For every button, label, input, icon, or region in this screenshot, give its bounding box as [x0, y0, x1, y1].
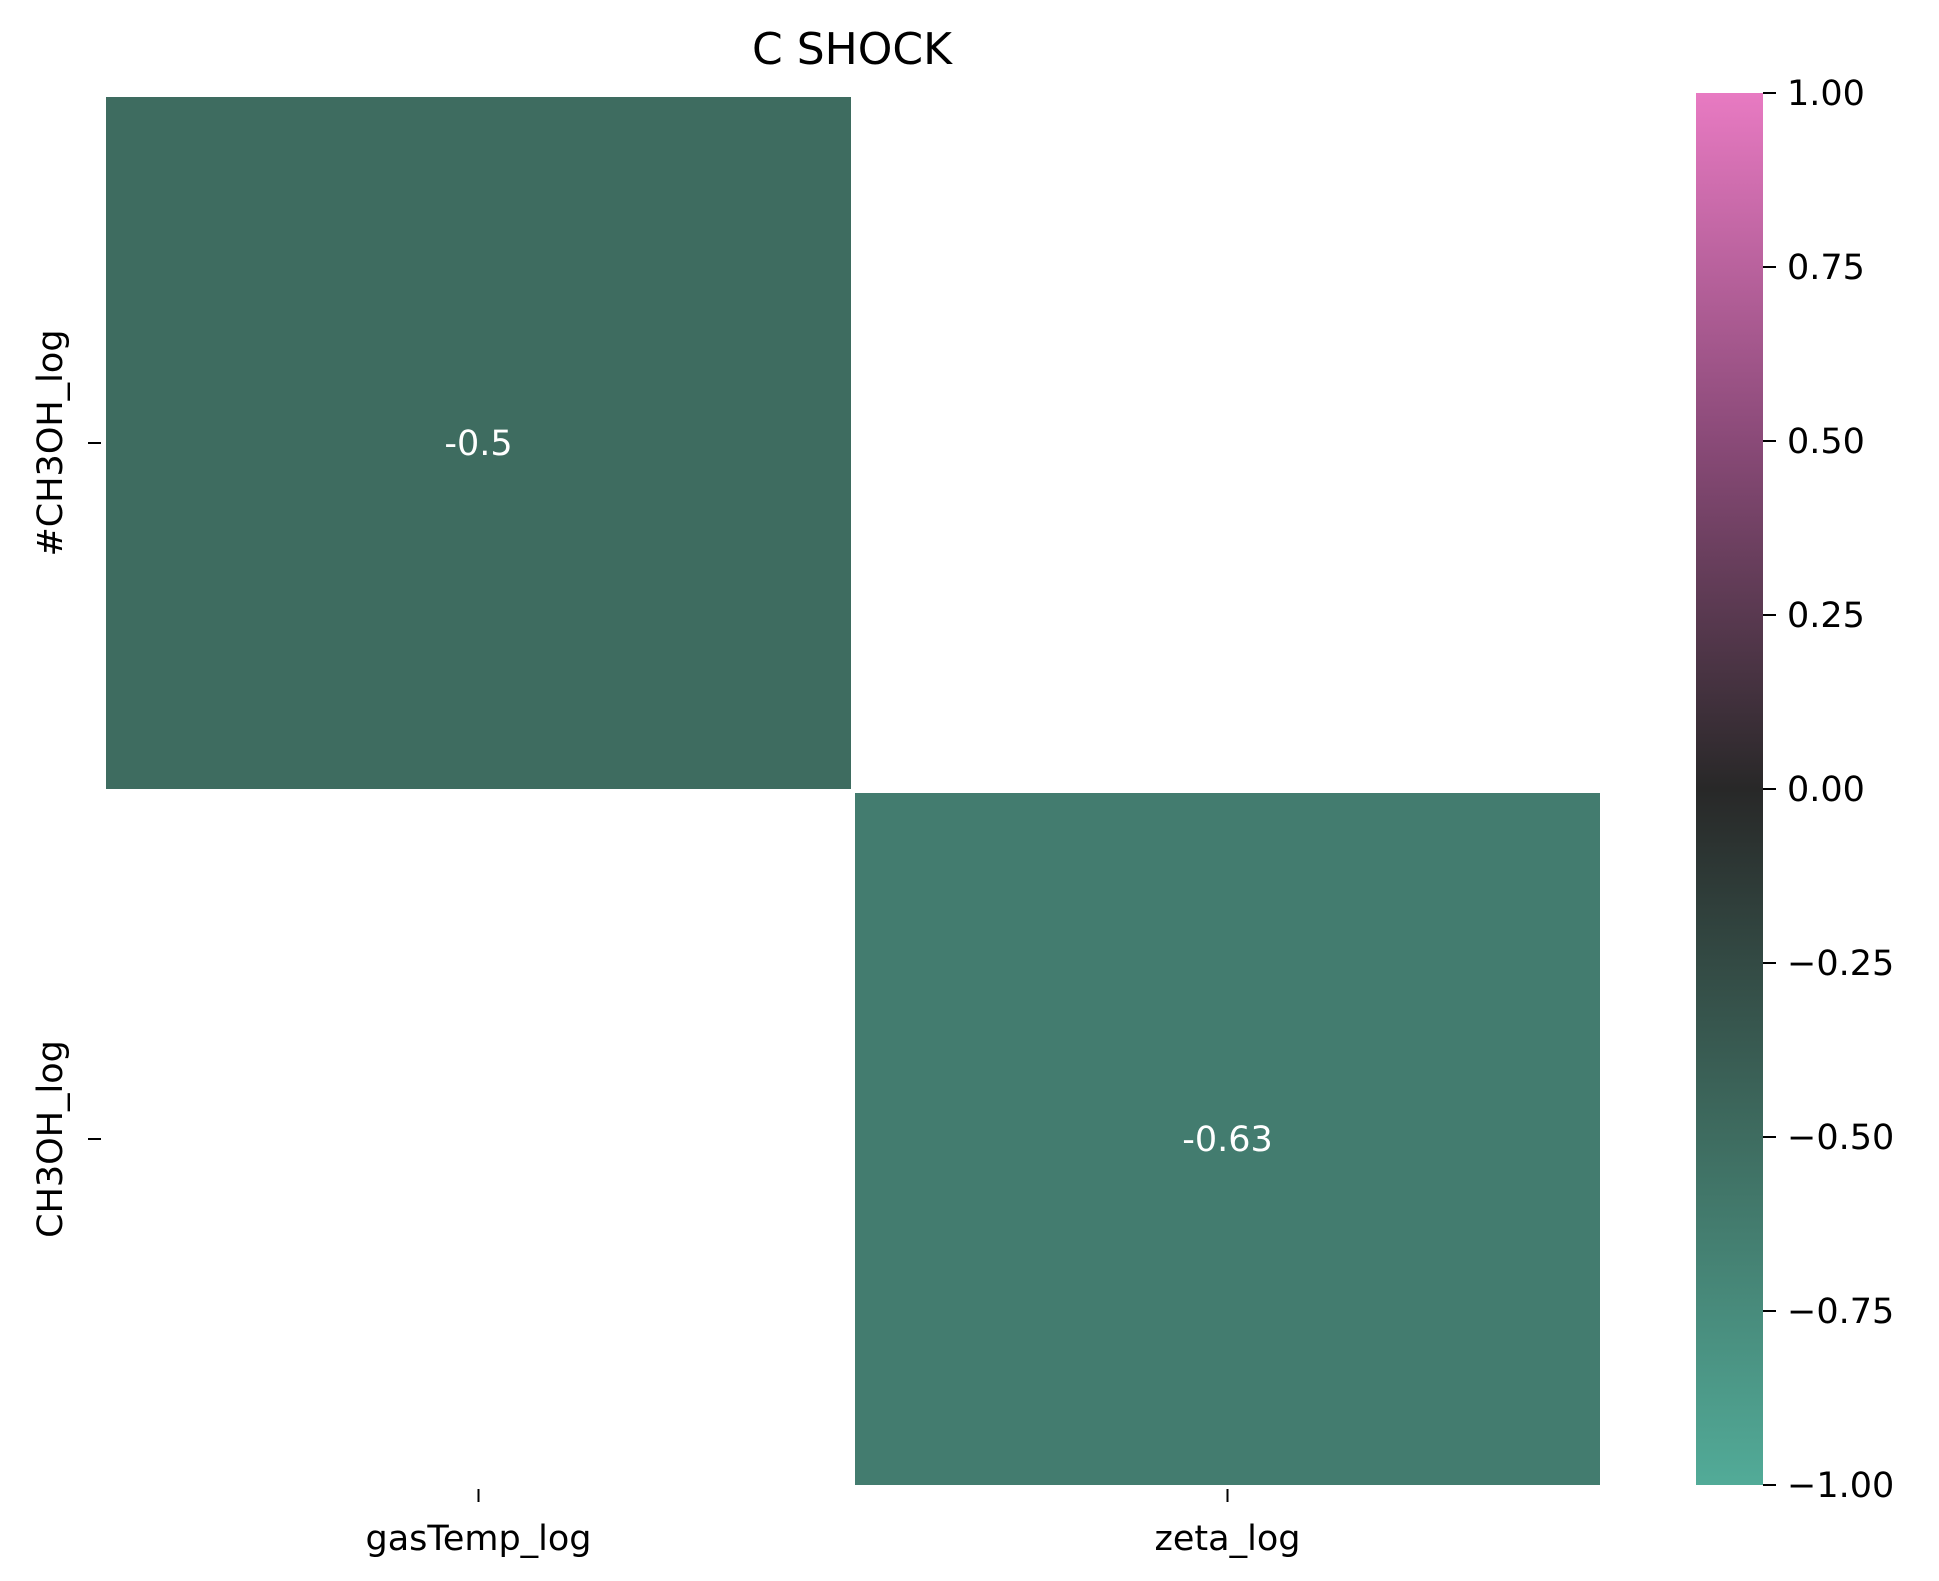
colorbar-tick-label: −0.50	[1787, 1118, 1894, 1158]
x-axis-ticks: gasTemp_log zeta_log	[365, 1489, 1300, 1559]
heatmap-cells: -0.5 -0.63	[106, 97, 1600, 1485]
cell-annotation: -0.63	[1182, 1120, 1273, 1160]
colorbar-ticks: 1.00 0.75 0.50 0.25 0.00 −0.25 −0.50 −0.75 −1.00	[1763, 74, 1894, 1506]
y-tick-label: #CH3OH_log	[31, 329, 71, 556]
y-axis-ticks: #CH3OH_log CH3OH_log	[31, 329, 101, 1237]
y-tick-label: CH3OH_log	[31, 1040, 71, 1238]
colorbar-tick-label: −0.25	[1787, 944, 1894, 984]
colorbar-tick-label: 0.25	[1787, 596, 1865, 636]
colorbar	[1696, 93, 1763, 1485]
colorbar-tick-label: −0.75	[1787, 1292, 1894, 1332]
colorbar-tick-label: −1.00	[1787, 1466, 1894, 1506]
colorbar-tick-label: 0.75	[1787, 248, 1865, 288]
colorbar-tick-label: 1.00	[1787, 74, 1865, 114]
x-tick-label: gasTemp_log	[365, 1519, 591, 1559]
cell-annotation: -0.5	[444, 424, 512, 464]
chart-title: C SHOCK	[752, 24, 953, 75]
colorbar-tick-label: 0.50	[1787, 422, 1865, 462]
colorbar-tick-label: 0.00	[1787, 770, 1865, 810]
x-tick-label: zeta_log	[1155, 1519, 1301, 1559]
